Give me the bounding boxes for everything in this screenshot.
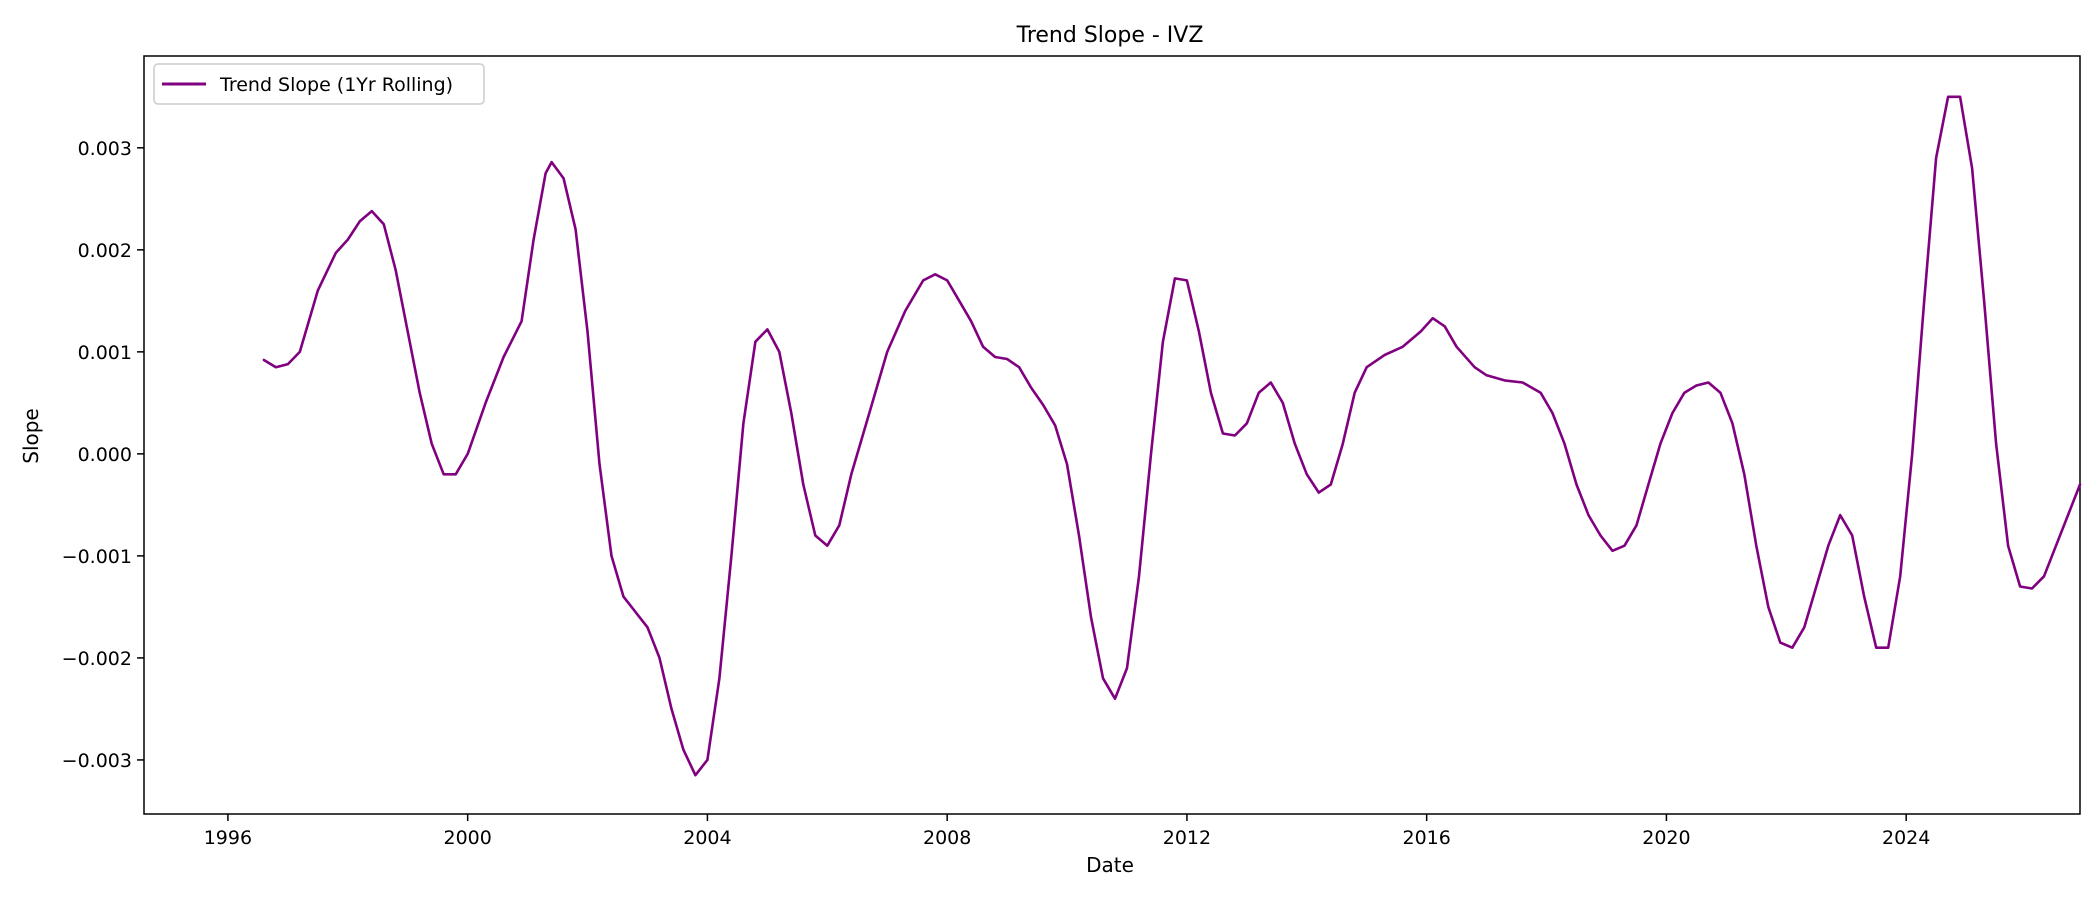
y-tick-label: −0.003	[62, 750, 132, 772]
x-tick-label: 2016	[1402, 827, 1450, 849]
x-tick-label: 2000	[443, 827, 491, 849]
x-tick-label: 2020	[1642, 827, 1690, 849]
y-axis-label: Slope	[19, 408, 43, 464]
chart-title: Trend Slope - IVZ	[1016, 23, 1204, 48]
x-tick-label: 1996	[204, 827, 252, 849]
y-tick-label: 0.001	[78, 342, 132, 364]
y-tick-label: 0.003	[78, 138, 132, 160]
x-tick-label: 2012	[1163, 827, 1211, 849]
legend-box	[153, 63, 485, 105]
x-tick-label: 2024	[1882, 827, 1930, 849]
y-tick-label: 0.002	[78, 240, 132, 262]
x-tick-label: 2004	[683, 827, 731, 849]
plot-area	[143, 55, 2082, 815]
y-tick-label: −0.001	[62, 546, 132, 568]
y-axis: 0.003 0.002 0.001 0.000 −0.001 −0.002 −0.003	[62, 138, 144, 772]
plot-frame	[143, 55, 2081, 815]
legend-label-trend-slope: Trend Slope (1Yr Rolling)	[219, 74, 453, 96]
y-tick-label: −0.002	[62, 648, 132, 670]
y-tick-label: 0.000	[78, 444, 132, 466]
x-tick-label: 2008	[923, 827, 971, 849]
x-axis: 1996 2000 2004 2008 2012 2016 2020 2024	[204, 814, 1930, 849]
legend: Trend Slope (1Yr Rolling)	[153, 63, 485, 105]
x-axis-label: Date	[1086, 853, 1134, 877]
series-line-trend-slope	[262, 95, 2082, 777]
